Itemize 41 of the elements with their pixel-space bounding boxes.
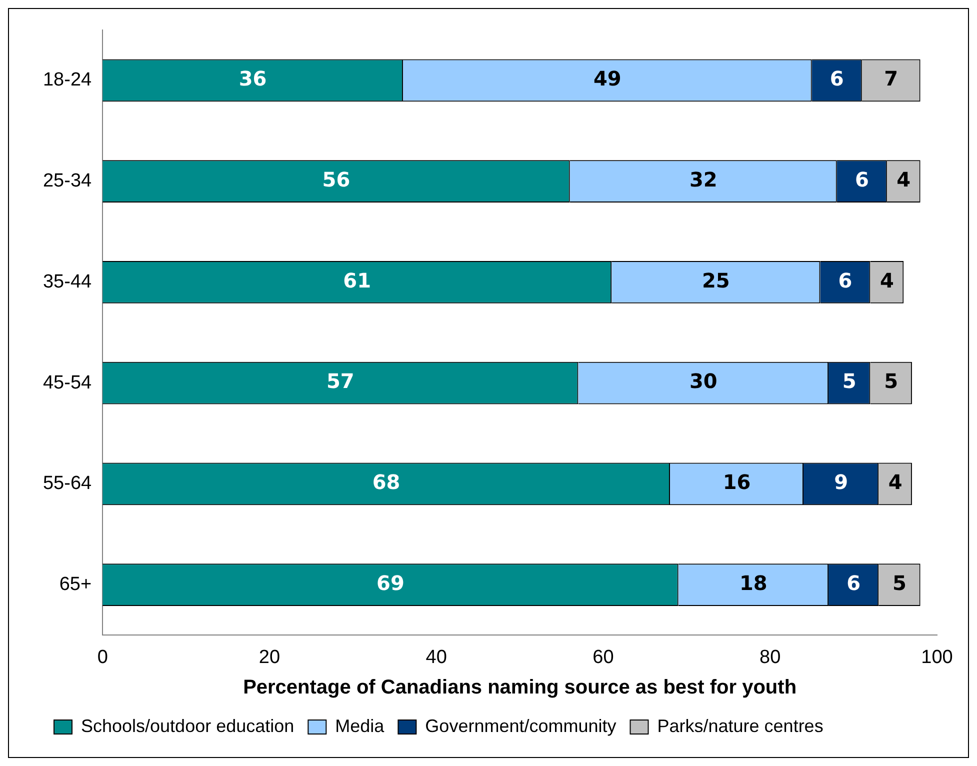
data-label: 16 — [722, 470, 751, 494]
data-label: 56 — [322, 168, 350, 192]
x-tick-label: 20 — [258, 646, 280, 668]
data-label: 6 — [854, 168, 869, 192]
legend-label: Media — [335, 716, 386, 736]
data-label: 69 — [376, 570, 404, 595]
y-tick-label: 65+ — [59, 574, 92, 595]
data-label: 25 — [702, 268, 730, 292]
x-tick-label: 100 — [921, 646, 953, 668]
data-label: 4 — [896, 168, 911, 192]
data-label: 49 — [593, 66, 622, 91]
data-label: 5 — [842, 369, 856, 394]
y-tick-label: 35-44 — [42, 271, 92, 292]
data-label: 32 — [689, 168, 718, 192]
data-label: 5 — [892, 570, 906, 595]
data-label: 6 — [830, 66, 844, 91]
data-label: 7 — [884, 66, 898, 91]
data-label: 36 — [238, 66, 267, 91]
data-label: 6 — [838, 268, 852, 292]
legend-label: Government/community — [425, 716, 616, 736]
data-label: 18 — [740, 570, 768, 595]
data-label: 30 — [689, 369, 718, 394]
y-tick-label: 55-64 — [42, 473, 92, 494]
y-tick-label: 25-34 — [42, 170, 92, 192]
x-tick-label: 80 — [760, 646, 781, 668]
data-label: 4 — [888, 470, 902, 494]
data-label: 61 — [343, 268, 372, 292]
data-label: 9 — [834, 470, 848, 494]
legend-label: Schools/outdoor education — [81, 716, 294, 736]
legend-label: Parks/nature centres — [657, 716, 824, 736]
x-tick-label: 0 — [97, 646, 108, 668]
data-label: 4 — [880, 268, 894, 292]
y-tick-label: 45-54 — [42, 372, 92, 394]
x-tick-label: 40 — [426, 646, 447, 668]
data-label: 68 — [372, 470, 400, 494]
data-label: 6 — [846, 570, 861, 595]
x-axis-title: Percentage of Canadians naming source as best for youth — [243, 676, 797, 699]
x-tick-label: 60 — [592, 646, 614, 668]
data-label: 57 — [326, 369, 354, 394]
data-label: 5 — [884, 369, 898, 394]
y-tick-label: 18-24 — [42, 70, 92, 91]
